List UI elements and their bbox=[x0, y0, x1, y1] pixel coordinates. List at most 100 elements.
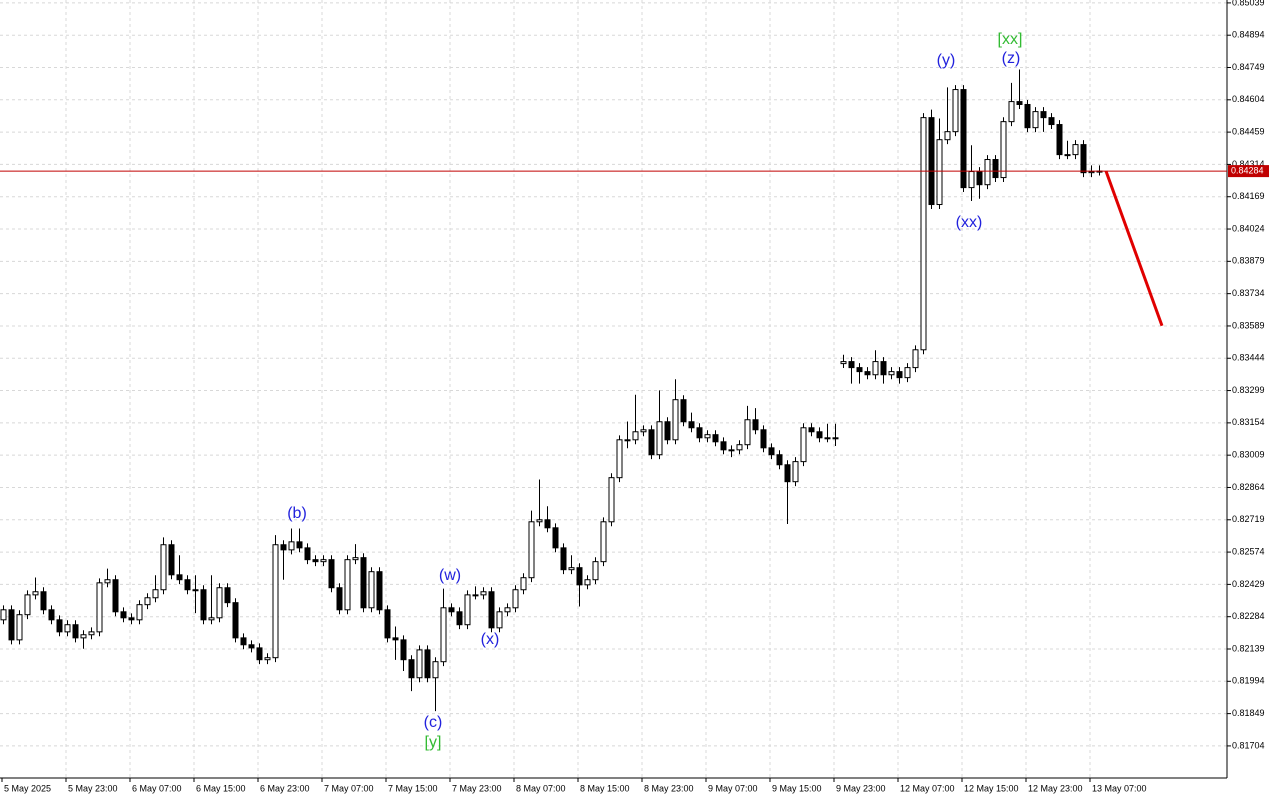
candle-body bbox=[688, 421, 695, 429]
candle-body bbox=[576, 567, 583, 586]
x-tick-label: 9 May 23:00 bbox=[836, 783, 886, 793]
candle-body bbox=[120, 611, 127, 619]
y-tick-label: 0.84459 bbox=[1232, 126, 1265, 136]
candle-body bbox=[1000, 121, 1007, 179]
x-tick-label: 5 May 23:00 bbox=[68, 783, 118, 793]
candle-body bbox=[888, 371, 895, 376]
candle-body bbox=[936, 139, 943, 206]
x-tick-label: 9 May 07:00 bbox=[708, 783, 758, 793]
candle-body bbox=[368, 571, 375, 609]
candle-body bbox=[288, 541, 295, 551]
y-tick-label: 0.82139 bbox=[1232, 643, 1265, 653]
candle-body bbox=[728, 449, 735, 452]
candle-body bbox=[1080, 144, 1087, 174]
candle-body bbox=[872, 361, 879, 376]
x-tick-label: 12 May 23:00 bbox=[1028, 783, 1083, 793]
candle-body bbox=[1016, 101, 1023, 105]
candle-body bbox=[664, 421, 671, 441]
candle-body bbox=[160, 544, 167, 591]
candle-body bbox=[608, 477, 615, 523]
x-tick-label: 12 May 15:00 bbox=[964, 783, 1019, 793]
candle-body bbox=[840, 361, 847, 365]
candle-body bbox=[136, 604, 143, 621]
candle-body bbox=[976, 171, 983, 186]
candle-body bbox=[1008, 101, 1015, 123]
candle-body bbox=[336, 587, 343, 611]
candle-body bbox=[696, 427, 703, 439]
x-tick-label: 6 May 23:00 bbox=[260, 783, 310, 793]
candle-body bbox=[472, 594, 479, 597]
candle-body bbox=[0, 609, 7, 621]
candle-body bbox=[792, 461, 799, 483]
candle-body bbox=[1048, 117, 1055, 126]
y-tick-label: 0.82284 bbox=[1232, 611, 1265, 621]
candle-body bbox=[504, 607, 511, 613]
candle-body bbox=[88, 631, 95, 636]
y-tick-label: 0.83589 bbox=[1232, 320, 1265, 330]
candle-body bbox=[352, 557, 359, 561]
candle-body bbox=[304, 547, 311, 561]
y-tick-label: 0.84024 bbox=[1232, 223, 1265, 233]
candle-body bbox=[464, 594, 471, 626]
candle-body bbox=[704, 434, 711, 439]
candle-body bbox=[176, 574, 183, 581]
y-tick-label: 0.84894 bbox=[1232, 30, 1265, 40]
candle-body bbox=[272, 544, 279, 659]
candle-body bbox=[168, 544, 175, 576]
candle-body bbox=[632, 431, 639, 441]
candle-body bbox=[192, 589, 199, 592]
candle-body bbox=[656, 421, 663, 456]
candle-body bbox=[1040, 111, 1047, 119]
candle-body bbox=[736, 444, 743, 451]
candle-body bbox=[416, 649, 423, 679]
candle-body bbox=[320, 559, 327, 563]
y-tick-label: 0.84314 bbox=[1232, 159, 1265, 169]
candle-body bbox=[928, 117, 935, 206]
candle-body bbox=[216, 587, 223, 619]
candle-body bbox=[392, 637, 399, 641]
candle-body bbox=[248, 644, 255, 649]
candle-body bbox=[360, 557, 367, 609]
candle-body bbox=[144, 597, 151, 606]
candle-body bbox=[912, 349, 919, 369]
candle-body bbox=[992, 159, 999, 179]
candle-body bbox=[432, 661, 439, 679]
x-tick-label: 13 May 07:00 bbox=[1092, 783, 1147, 793]
x-tick-label: 7 May 23:00 bbox=[452, 783, 502, 793]
candle-body bbox=[112, 579, 119, 613]
candle-body bbox=[72, 624, 79, 639]
candle-body bbox=[712, 434, 719, 443]
candle-body bbox=[832, 437, 839, 440]
candle-body bbox=[784, 464, 791, 483]
candle-body bbox=[1088, 171, 1095, 174]
candle-body bbox=[760, 429, 767, 449]
candle-body bbox=[600, 521, 607, 563]
x-tick-label: 6 May 15:00 bbox=[196, 783, 246, 793]
x-tick-label: 8 May 07:00 bbox=[516, 783, 566, 793]
y-tick-label: 0.82864 bbox=[1232, 482, 1265, 492]
candle-body bbox=[104, 579, 111, 584]
candle-body bbox=[376, 571, 383, 611]
candle-body bbox=[16, 614, 23, 641]
wave-label: (y) bbox=[937, 52, 956, 69]
x-tick-label: 12 May 07:00 bbox=[900, 783, 955, 793]
wave-label: [xx] bbox=[998, 31, 1023, 48]
candle-body bbox=[264, 657, 271, 661]
candle-body bbox=[536, 519, 543, 523]
candle-body bbox=[960, 89, 967, 189]
candle-body bbox=[864, 371, 871, 376]
candle-body bbox=[624, 439, 631, 442]
wave-label: (w) bbox=[439, 567, 461, 584]
candle-body bbox=[952, 89, 959, 133]
candle-body bbox=[720, 441, 727, 451]
current-price-box bbox=[1228, 165, 1269, 178]
wave-label: (z) bbox=[1002, 50, 1021, 67]
wave-label: (b) bbox=[287, 505, 307, 522]
candle-body bbox=[8, 609, 15, 641]
candle-body bbox=[528, 521, 535, 579]
candle-body bbox=[560, 547, 567, 571]
y-tick-label: 0.82719 bbox=[1232, 514, 1265, 524]
wave-label: (xx) bbox=[956, 214, 983, 231]
y-tick-label: 0.83299 bbox=[1232, 385, 1265, 395]
candle-body bbox=[1032, 111, 1039, 129]
